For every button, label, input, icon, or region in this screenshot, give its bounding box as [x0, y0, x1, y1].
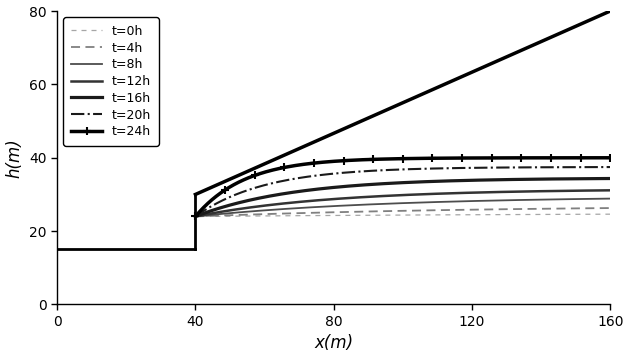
- Legend: t=0h, t=4h, t=8h, t=12h, t=16h, t=20h, t=24h: t=0h, t=4h, t=8h, t=12h, t=16h, t=20h, t…: [64, 17, 159, 146]
- Y-axis label: h(m): h(m): [6, 138, 23, 178]
- X-axis label: x(m): x(m): [314, 334, 353, 352]
